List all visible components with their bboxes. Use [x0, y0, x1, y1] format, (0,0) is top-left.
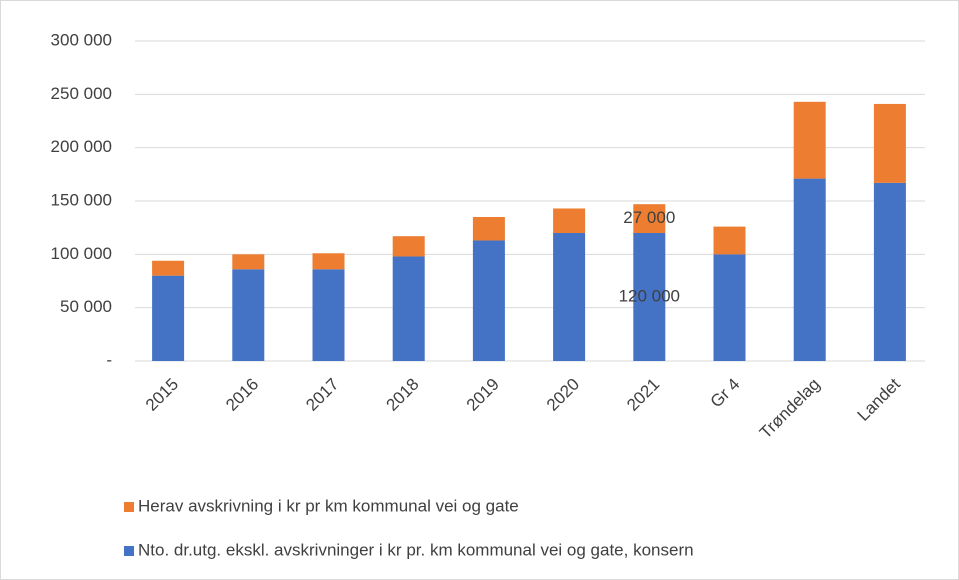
data-label: 120 000: [619, 286, 680, 305]
bar-segment: [793, 178, 826, 361]
y-tick-label: 250 000: [51, 84, 112, 103]
bar-segment: [553, 208, 586, 233]
bar-segment: [713, 254, 746, 361]
y-tick-label: 50 000: [60, 297, 112, 316]
bar-segment: [633, 233, 666, 361]
legend-label: Herav avskrivning i kr pr km kommunal ve…: [138, 496, 519, 515]
y-tick-label: 300 000: [51, 30, 112, 49]
bar-segment: [472, 217, 505, 241]
legend-swatch: [124, 546, 134, 556]
bar-segment: [633, 204, 666, 233]
bar-segment: [152, 260, 185, 276]
bar-segment: [873, 103, 906, 183]
bar-segment: [713, 226, 746, 255]
bar-segment: [152, 275, 185, 361]
bar-segment: [553, 233, 586, 361]
bar-segment: [312, 253, 345, 270]
bar-segment: [232, 269, 265, 361]
bar-segment: [793, 101, 826, 179]
bar-segment: [472, 240, 505, 361]
bar-segment: [232, 254, 265, 270]
bar-segment: [392, 256, 425, 361]
bar-segment: [873, 182, 906, 361]
y-tick-label: -: [106, 350, 112, 369]
y-tick-label: 150 000: [51, 190, 112, 209]
y-tick-label: 100 000: [51, 244, 112, 263]
y-tick-label: 200 000: [51, 137, 112, 156]
bar-segment: [392, 236, 425, 257]
legend-swatch: [124, 502, 134, 512]
data-label: 27 000: [623, 208, 675, 227]
legend-label: Nto. dr.utg. ekskl. avskrivninger i kr p…: [138, 540, 694, 559]
bar-segment: [312, 269, 345, 361]
